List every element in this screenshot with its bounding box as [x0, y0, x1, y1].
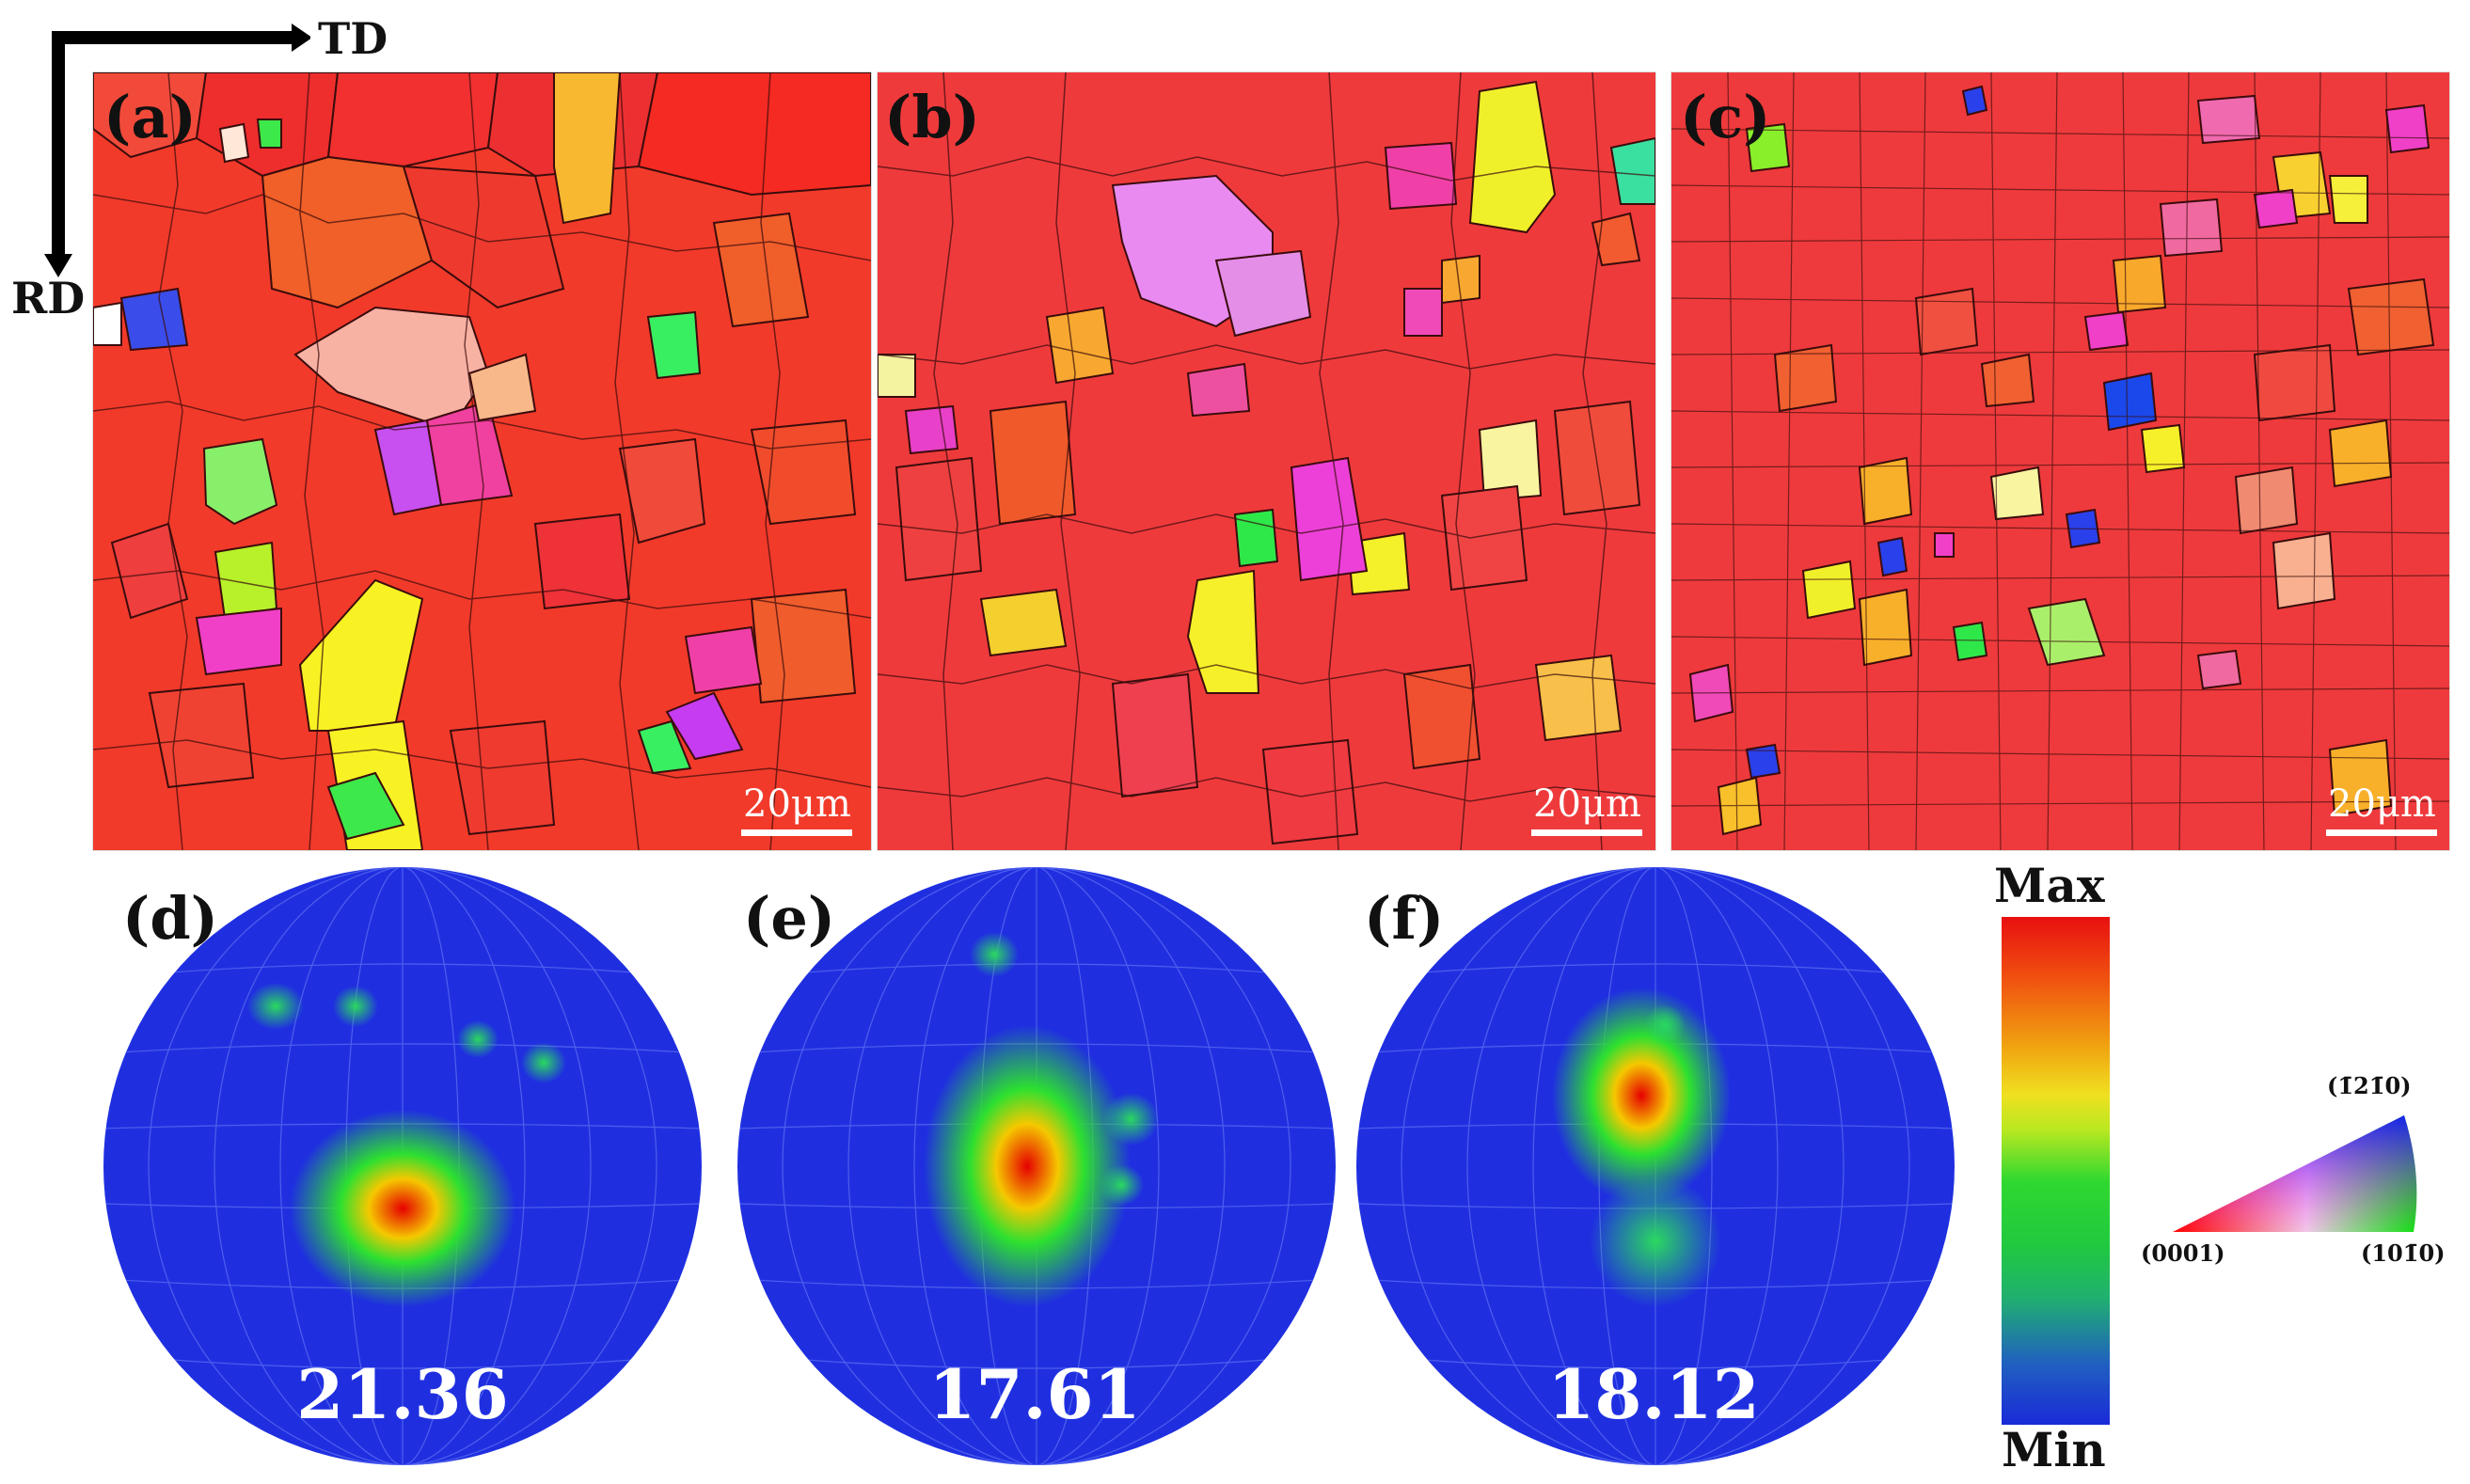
panel-label-f: (f): [1364, 884, 1445, 953]
pole-figure-d: [102, 865, 704, 1467]
pole-figure-f: [1354, 865, 1956, 1467]
colorbar: [2002, 917, 2110, 1425]
axes-arrows: [44, 24, 310, 277]
scale-text-c: 20μm: [2328, 782, 2436, 826]
scale-bar-b: [1531, 829, 1642, 836]
ebsd-map-c: [1670, 71, 2450, 851]
pole-figure-value-f: 18.12: [1547, 1354, 1760, 1434]
pole-figure-e: [736, 865, 1338, 1467]
scale-text-b: 20μm: [1533, 782, 1641, 826]
panel-label-c: (c): [1680, 83, 1771, 151]
ipf-label-left: (0001): [2141, 1239, 2225, 1267]
td-axis-label: TD: [318, 13, 388, 64]
scale-bar-c: [2326, 829, 2437, 836]
panel-label-d: (d): [122, 884, 219, 953]
pole-figure-value-d: 21.36: [296, 1354, 509, 1434]
ipf-label-right: (101̄0): [2361, 1239, 2446, 1267]
scale-bar-a: [741, 829, 852, 836]
ebsd-map-a: [92, 71, 872, 851]
colorbar-max-label: Max: [1994, 858, 2105, 913]
ipf-color-key: [2173, 1115, 2417, 1232]
scale-text-a: 20μm: [743, 782, 851, 826]
colorbar-min-label: Min: [2002, 1422, 2106, 1477]
panel-label-b: (b): [884, 83, 981, 151]
ebsd-map-b: [877, 71, 1656, 851]
rd-axis-label: RD: [11, 273, 86, 324]
panel-label-a: (a): [103, 83, 197, 151]
panel-label-e: (e): [743, 884, 836, 953]
ipf-label-top: (1̄21̄0): [2327, 1072, 2412, 1099]
pole-figure-value-e: 17.61: [928, 1354, 1141, 1434]
